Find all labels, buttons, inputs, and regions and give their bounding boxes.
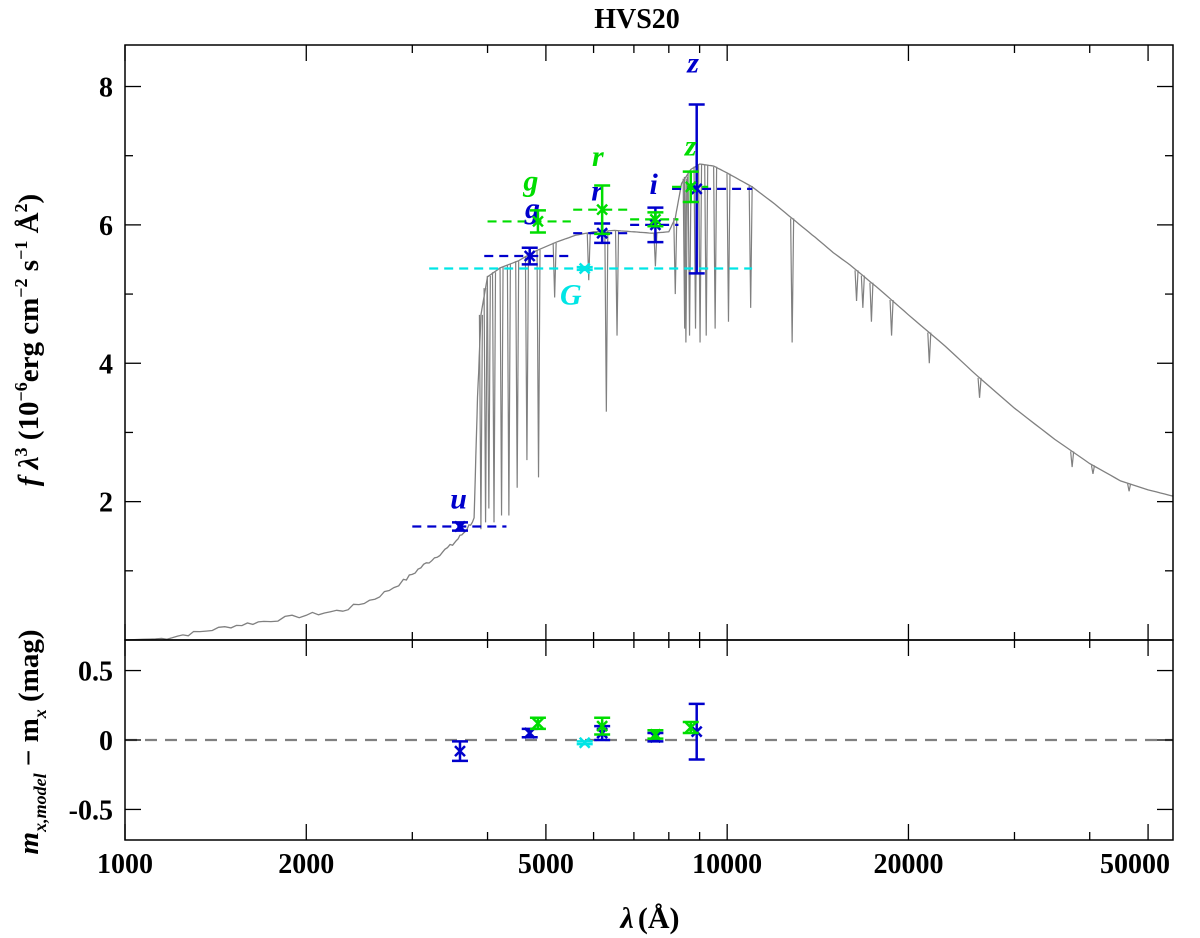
- absorption-line: [854, 270, 859, 302]
- filter-label: r: [591, 175, 603, 208]
- absorption-line: [869, 282, 874, 322]
- top-y-axis-label: f λ3 (10−6erg cm−2 s−1 Å2): [11, 194, 45, 486]
- absorption-line: [653, 232, 658, 267]
- absorption-line: [748, 186, 753, 308]
- absorption-line: [486, 275, 491, 509]
- x-axis-label: λ (Å): [619, 902, 680, 935]
- absorption-line: [604, 230, 609, 412]
- filter-label: g: [524, 192, 540, 225]
- x-tick-label: 1000: [97, 849, 153, 880]
- absorption-line: [683, 176, 688, 343]
- filter-label: r: [592, 140, 604, 173]
- bottom-y-axis-label: mx,model − mx (mag): [13, 630, 50, 855]
- y-tick-label: -0.5: [69, 795, 113, 826]
- absorption-line: [927, 332, 932, 364]
- filter-label: G: [560, 278, 582, 311]
- residual-point: [594, 716, 611, 736]
- filter-label: g: [522, 164, 538, 197]
- x-tick-label: 5000: [518, 849, 574, 880]
- absorption-line: [524, 255, 530, 461]
- filter-label: i: [650, 168, 659, 201]
- absorption-line: [483, 288, 488, 523]
- filter-label: z: [684, 130, 697, 163]
- absorption-line: [515, 261, 520, 488]
- x-tick-label: 20000: [873, 849, 943, 880]
- residual-point: [682, 720, 699, 735]
- residual-points: [451, 702, 705, 763]
- bottom-axes: -0.5 0 0.5: [69, 639, 1174, 841]
- photometry-point: [688, 103, 705, 275]
- photometry-point: [576, 262, 593, 275]
- absorption-line: [1127, 483, 1132, 492]
- photometry-point: [521, 246, 538, 266]
- absorption-line: [586, 232, 591, 281]
- absorption-line: [726, 173, 731, 322]
- x-tick-label: 50000: [1100, 849, 1170, 880]
- bottom-panel: -0.5 0 0.5 mx,model − mx (mag): [13, 630, 1174, 855]
- photometry-point: [529, 209, 546, 234]
- y-tick-label: 8: [99, 73, 113, 104]
- absorption-line: [536, 249, 541, 478]
- x-tick-label: 10000: [692, 849, 762, 880]
- residual-point: [647, 728, 664, 741]
- absorption-line: [713, 166, 718, 329]
- filter-label: u: [450, 483, 467, 516]
- photometry-point: [594, 184, 611, 236]
- residual-point: [451, 740, 468, 763]
- residual-point: [576, 736, 593, 749]
- absorption-line: [697, 164, 703, 343]
- absorption-line: [491, 272, 497, 523]
- photometry-point: [451, 520, 468, 533]
- absorption-line: [1070, 451, 1075, 468]
- y-tick-label: 2: [99, 488, 113, 519]
- absorption-line: [552, 242, 557, 298]
- y-tick-label: 6: [99, 211, 113, 242]
- photometry-point: [647, 211, 664, 228]
- x-tick-label: 2000: [278, 849, 334, 880]
- absorption-line: [673, 217, 678, 295]
- absorption-line: [790, 218, 795, 343]
- residual-point: [688, 702, 705, 761]
- absorption-line: [506, 264, 511, 516]
- absorption-line: [977, 377, 982, 398]
- absorption-line: [704, 164, 709, 336]
- absorption-line: [478, 314, 484, 530]
- model-continuum: [124, 163, 1174, 641]
- absorption-line: [1090, 465, 1096, 475]
- y-tick-label: 0: [99, 726, 113, 757]
- absorption-line: [614, 230, 620, 336]
- y-tick-label: 0.5: [78, 657, 113, 688]
- photometry-point: [682, 170, 699, 204]
- absorption-line: [889, 299, 894, 336]
- absorption-line: [860, 275, 865, 308]
- y-tick-label: 4: [99, 349, 113, 380]
- residual-point: [529, 716, 546, 731]
- top-axes: 2 4 6 8: [99, 44, 1174, 641]
- x-tick-labels: 1000 2000 5000 10000 20000 50000: [97, 849, 1170, 880]
- model-spectrum: [124, 163, 1174, 641]
- chart-title: HVS20: [594, 4, 680, 35]
- absorption-line: [499, 267, 504, 516]
- absorption-line: [687, 171, 692, 336]
- filter-label: z: [686, 47, 699, 80]
